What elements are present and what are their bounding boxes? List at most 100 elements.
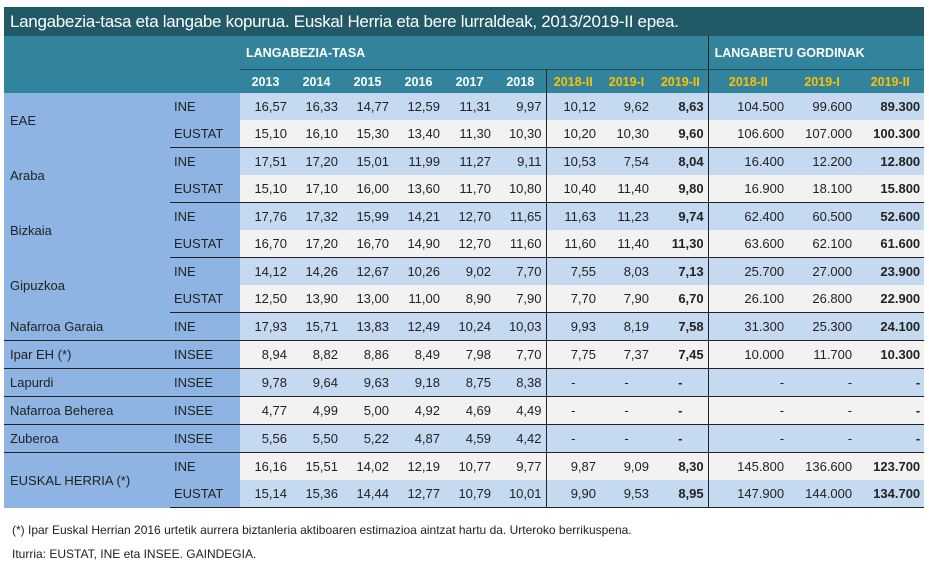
rate-cell: 15,99 — [342, 202, 393, 230]
count-quarter-cell: - — [788, 368, 857, 397]
rate-cell: 11,31 — [444, 93, 495, 120]
count-quarter-cell: 63.600 — [708, 230, 789, 258]
rate-cell: 15,14 — [240, 480, 291, 508]
rate-quarter-cell: 10,40 — [546, 175, 600, 203]
rate-cell: 13,60 — [393, 175, 444, 203]
rate-cell: 8,49 — [393, 340, 444, 369]
rate-cell: 13,00 — [342, 285, 393, 313]
count-quarter-cell: 24.100 — [856, 312, 925, 341]
rate-cell: 11,70 — [444, 175, 495, 203]
rate-cell: 9,97 — [495, 93, 547, 120]
rate-cell: 10,24 — [444, 312, 495, 341]
rate-cell: 14,90 — [393, 230, 444, 258]
rate-cell: 9,02 — [444, 257, 495, 285]
rate-cell: 7,98 — [444, 340, 495, 369]
column-header-rate-quarter: 2019-II — [653, 69, 709, 93]
source-label: INE — [170, 312, 240, 341]
rate-cell: 15,10 — [240, 120, 291, 148]
rate-cell: 9,77 — [495, 452, 547, 480]
count-quarter-cell: 52.600 — [856, 202, 925, 230]
rate-cell: 4,49 — [495, 396, 547, 425]
source-label: EUSTAT — [170, 120, 240, 148]
rate-cell: 12,59 — [393, 93, 444, 120]
rate-cell: 14,12 — [240, 257, 291, 285]
source-label: INSEE — [170, 396, 240, 425]
rate-cell: 5,00 — [342, 396, 393, 425]
rate-quarter-cell: 10,53 — [546, 147, 600, 175]
rate-cell: 13,83 — [342, 312, 393, 341]
rate-quarter-cell: 8,30 — [653, 452, 709, 480]
rate-cell: 5,22 — [342, 424, 393, 453]
rate-cell: 8,82 — [291, 340, 342, 369]
region-label: EUSKAL HERRIA (*) — [4, 452, 170, 508]
column-header-count-quarter: 2019-II — [856, 69, 925, 93]
rate-cell: 16,70 — [342, 230, 393, 258]
rate-cell: 10,03 — [495, 312, 547, 341]
count-quarter-cell: 25.300 — [788, 312, 857, 341]
rate-quarter-cell: 7,37 — [600, 340, 653, 369]
table-row: Nafarroa Garaia INE 17,93 15,71 13,83 12,49 10… — [4, 312, 925, 341]
table-row: Ipar EH (*) INSEE 8,94 8,82 8,86 8,49 7,98 7,70… — [4, 340, 925, 369]
rate-quarter-cell: - — [600, 396, 653, 425]
count-quarter-cell: 62.100 — [788, 230, 857, 258]
column-header-year: 2017 — [444, 69, 495, 93]
unemployment-table: LANGABEZIA-TASA LANGABETU GORDINAK 2013 2… — [4, 36, 925, 508]
source-label: EUSTAT — [170, 230, 240, 258]
count-quarter-cell: 27.000 — [788, 257, 857, 285]
rate-cell: 17,20 — [291, 147, 342, 175]
column-header-count-quarter: 2019-I — [788, 69, 857, 93]
count-quarter-cell: 89.300 — [856, 93, 925, 120]
rate-cell: 11,60 — [495, 230, 547, 258]
column-header-rate-quarter: 2018-II — [546, 69, 600, 93]
rate-cell: 15,36 — [291, 480, 342, 508]
column-header-year: 2016 — [393, 69, 444, 93]
rate-cell: 17,51 — [240, 147, 291, 175]
rate-quarter-cell: 8,03 — [600, 257, 653, 285]
rate-cell: 15,30 — [342, 120, 393, 148]
region-label: Nafarroa Beherea — [4, 396, 170, 425]
rate-quarter-cell: - — [653, 368, 709, 397]
count-quarter-cell: 144.000 — [788, 480, 857, 508]
count-quarter-cell: 26.800 — [788, 285, 857, 313]
rate-quarter-cell: 7,58 — [653, 312, 709, 341]
rate-cell: 13,90 — [291, 285, 342, 313]
rate-quarter-cell: - — [600, 424, 653, 453]
rate-cell: 8,90 — [444, 285, 495, 313]
header-blank — [4, 36, 240, 70]
region-label: Ipar EH (*) — [4, 340, 170, 369]
rate-quarter-cell: 8,04 — [653, 147, 709, 175]
rate-quarter-cell: 9,09 — [600, 452, 653, 480]
count-quarter-cell: 123.700 — [856, 452, 925, 480]
table-row: Araba INE 17,51 17,20 15,01 11,99 11,27 9,11 10,… — [4, 147, 925, 203]
source-label: INSEE — [170, 340, 240, 369]
count-quarter-cell: 147.900 — [708, 480, 789, 508]
rate-cell: 11,30 — [444, 120, 495, 148]
rate-quarter-cell: 9,60 — [653, 120, 709, 148]
rate-cell: 7,70 — [495, 340, 547, 369]
rate-cell: 17,32 — [291, 202, 342, 230]
rate-quarter-cell: 8,63 — [653, 93, 709, 120]
rate-quarter-cell: 9,87 — [546, 452, 600, 480]
count-quarter-cell: 12.200 — [788, 147, 857, 175]
rate-quarter-cell: 8,95 — [653, 480, 709, 508]
source-note: Iturria: EUSTAT, INE eta INSEE. GAINDEGI… — [12, 547, 257, 561]
count-quarter-cell: 107.000 — [788, 120, 857, 148]
rate-cell: 4,92 — [393, 396, 444, 425]
table-row: Gipuzkoa INE 14,12 14,26 12,67 10,26 9,02 7,70 7… — [4, 257, 925, 313]
rate-cell: 4,59 — [444, 424, 495, 453]
region-label: EAE — [4, 93, 170, 148]
table-row: EAE INE 16,57 16,33 14,77 12,59 11,31 9,97 10,12… — [4, 93, 925, 148]
rate-quarter-cell: 11,60 — [546, 230, 600, 258]
rate-cell: 11,99 — [393, 147, 444, 175]
rate-cell: 4,42 — [495, 424, 547, 453]
column-header-year: 2013 — [240, 69, 291, 93]
rate-cell: 9,11 — [495, 147, 547, 175]
table-row: EUSTAT 16,70 17,20 16,70 14,90 12,70 11,60 11,6… — [4, 230, 925, 258]
count-quarter-cell: 16.400 — [708, 147, 789, 175]
rate-quarter-cell: 9,74 — [653, 202, 709, 230]
rate-cell: 9,64 — [291, 368, 342, 397]
count-quarter-cell: 15.800 — [856, 175, 925, 203]
count-quarter-cell: - — [708, 396, 789, 425]
rate-cell: 10,30 — [495, 120, 547, 148]
count-quarter-cell: 10.000 — [708, 340, 789, 369]
